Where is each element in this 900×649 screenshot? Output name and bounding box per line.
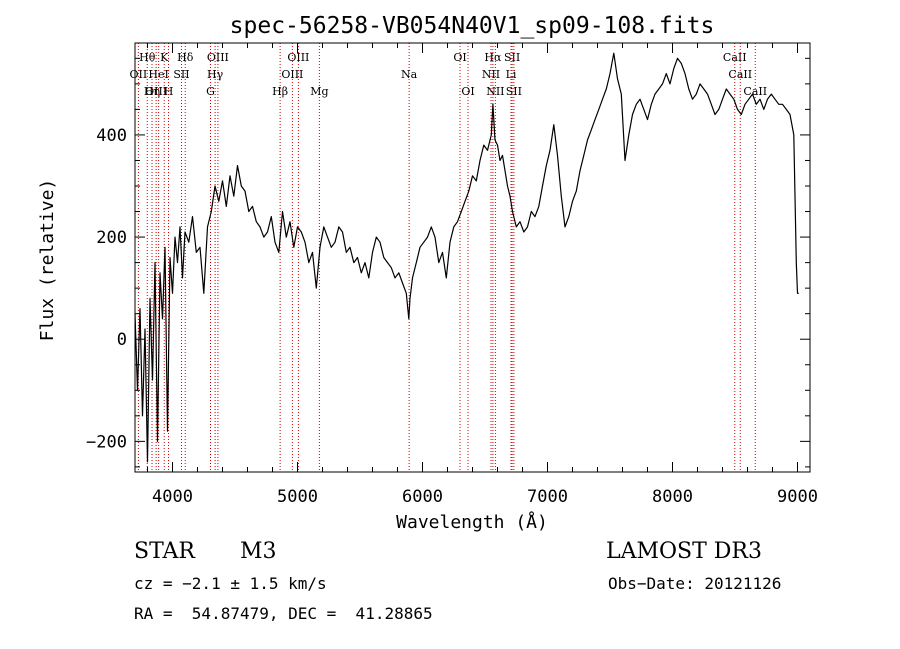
- plot-frame: [134, 42, 811, 473]
- emission-line-label: OIII: [287, 51, 309, 64]
- spectrum-line: [134, 52, 799, 463]
- emission-line-label: OIII: [145, 85, 167, 98]
- y-axis-label: Flux (relative): [37, 179, 58, 342]
- axes: 4000 5000 6000 7000 8000 9000 −200 0 200 400: [86, 42, 818, 507]
- emission-line-label: SII: [173, 68, 189, 81]
- emission-line-label: Hα: [484, 51, 502, 64]
- x-tick-label: 7000: [527, 487, 568, 507]
- emission-line-label: OIII: [207, 51, 229, 64]
- emission-line-label: K: [160, 51, 169, 64]
- x-tick-label: 8000: [652, 487, 693, 507]
- emission-line-label: SII: [504, 51, 520, 64]
- coordinates: RA = 54.87479, DEC = 41.28865: [134, 604, 433, 623]
- emission-line-label: Hβ: [272, 85, 288, 98]
- x-tick-label: 6000: [402, 487, 443, 507]
- y-tick-label: −200: [86, 432, 127, 452]
- y-tick-label: 200: [96, 228, 127, 248]
- emission-line-label: Hγ: [207, 68, 224, 81]
- emission-line-label: H: [164, 85, 174, 98]
- y-tick-label: 400: [96, 126, 127, 146]
- emission-line-label: Hδ: [177, 51, 194, 64]
- emission-line-label: OII: [130, 68, 148, 81]
- emission-line-label: G: [206, 85, 215, 98]
- emission-line-label: Na: [401, 68, 418, 81]
- emission-line-label: Mg: [310, 85, 328, 98]
- redshift-text: cz = −2.1 ± 1.5 km/s: [134, 574, 327, 593]
- emission-line-label: OIII: [281, 68, 303, 81]
- y-tick-label: 0: [117, 330, 127, 350]
- emission-line-label: Hη: [144, 85, 160, 98]
- emission-line-label: Li: [506, 68, 517, 81]
- emission-line-label: Hθ: [139, 51, 156, 64]
- emission-line-label: OI: [453, 51, 466, 64]
- emission-line-label: CaII: [728, 68, 752, 81]
- emission-line-label: OI: [461, 85, 474, 98]
- emission-line-label: CaII: [723, 51, 747, 64]
- x-tick-label: 4000: [152, 487, 193, 507]
- emission-line-label: NII: [486, 85, 504, 98]
- emission-line-label: HeI: [148, 68, 168, 81]
- spectrum-series: [134, 52, 799, 463]
- x-tick-label: 5000: [277, 487, 318, 507]
- object-class: STAR: [134, 539, 195, 564]
- obs-date: Obs−Date: 20121126: [608, 574, 782, 593]
- emission-line-label: NII: [482, 68, 500, 81]
- x-axis-label: Wavelength (Å): [396, 511, 548, 533]
- object-subclass: M3: [240, 539, 277, 564]
- survey-name: LAMOST DR3: [606, 539, 762, 564]
- emission-line-label: SII: [506, 85, 522, 98]
- chart-title: spec-56258-VB054N40V1_sp09-108.fits: [230, 13, 715, 39]
- x-tick-label: 9000: [777, 487, 818, 507]
- emission-line-label: CaII: [743, 85, 767, 98]
